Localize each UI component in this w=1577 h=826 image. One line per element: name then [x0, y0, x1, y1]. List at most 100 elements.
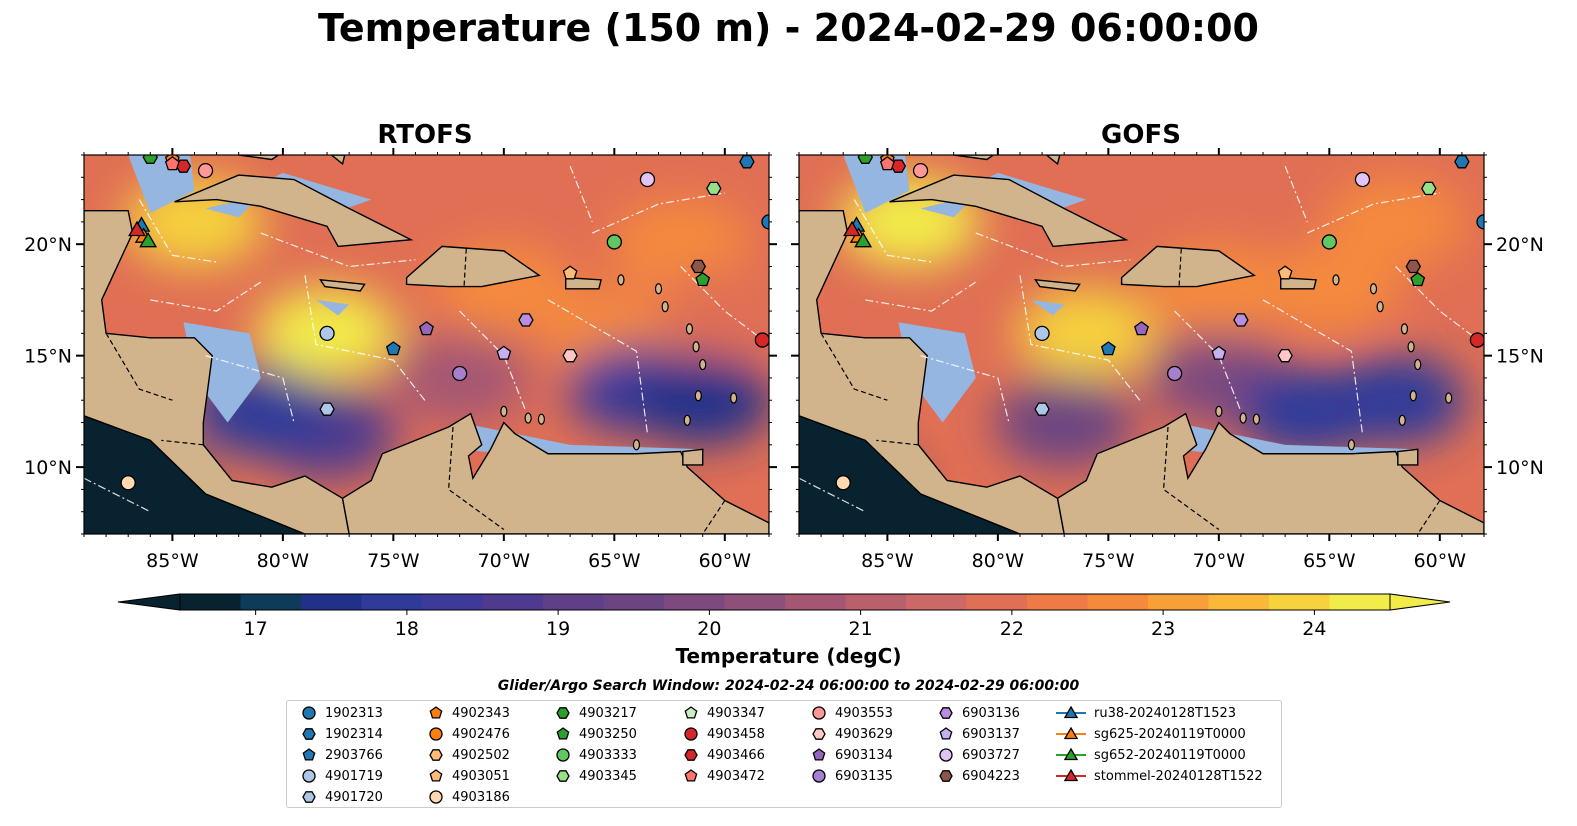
colorbar-segment — [845, 594, 907, 610]
legend-marker-circle — [684, 727, 698, 741]
legend-item: stommel-20240128T1522 — [1056, 766, 1263, 786]
legend-marker-hexagon — [812, 728, 826, 740]
legend-item: 4903250 — [555, 724, 637, 744]
land-mass — [682, 448, 704, 466]
land-mass — [405, 245, 541, 288]
land-mass — [1034, 279, 1081, 292]
legend-item: 1902314 — [301, 724, 383, 744]
x-tick-label: 65°W — [1303, 550, 1356, 572]
legend-marker-hexagon — [556, 707, 570, 719]
colorbar: 17 18 19 20 21 22 23 24 — [117, 593, 1451, 640]
x-tick-label: 80°W — [257, 550, 310, 572]
island — [1400, 323, 1409, 335]
legend-item: 4903458 — [683, 724, 765, 744]
legend-marker-triangle — [1063, 747, 1079, 761]
legend: 1902313 1902314 2903766 4901719 4901720 49023… — [286, 700, 1282, 808]
marker-4903333 — [606, 234, 622, 250]
country-border — [463, 248, 467, 287]
legend-marker-pentagon — [556, 727, 570, 740]
legend-label: 6903727 — [962, 747, 1020, 763]
colorbar-segment — [724, 594, 786, 610]
land-mass — [174, 174, 414, 248]
legend-label: sg652-20240119T0000 — [1094, 747, 1246, 763]
eez-boundary — [591, 192, 725, 234]
panel-title-rtofs: RTOFS — [377, 120, 473, 150]
legend-label: ru38-20240128T1523 — [1094, 705, 1237, 721]
legend-marker-pentagon — [429, 706, 443, 719]
legend-marker-hexagon — [302, 791, 316, 803]
country-border — [1178, 248, 1182, 287]
marker-2903766 — [1100, 341, 1116, 356]
land-mass — [1397, 448, 1419, 466]
marker-6903135 — [451, 365, 468, 382]
marker-1902314 — [1454, 155, 1470, 169]
legend-item: 6904223 — [938, 766, 1020, 786]
legend-item: sg625-20240119T0000 — [1056, 724, 1246, 744]
eez-boundary — [84, 477, 151, 513]
land-mass — [953, 155, 995, 161]
x-tick-label: 85°W — [146, 550, 199, 572]
country-border — [105, 333, 173, 401]
island — [1239, 412, 1247, 424]
legend-marker-pentagon — [684, 769, 698, 782]
island — [699, 358, 707, 371]
legend-marker-circle — [939, 748, 953, 762]
temp-blob — [1259, 243, 1400, 334]
colorbar-segment — [240, 594, 302, 610]
pacific-ocean — [84, 415, 305, 534]
legend-item: 4903466 — [683, 745, 765, 765]
colorbar-tick-label: 24 — [1302, 618, 1326, 640]
legend-label: 1902313 — [325, 705, 383, 721]
marker-4903472 — [879, 156, 895, 171]
colorbar-tick-label: 18 — [395, 618, 419, 640]
x-tick-label: 70°W — [1193, 550, 1246, 572]
marker-1902313 — [761, 214, 769, 230]
legend-label: 4903333 — [579, 747, 637, 763]
eez-boundary — [853, 199, 932, 263]
island — [1376, 301, 1384, 313]
marker-4903472 — [164, 156, 180, 171]
island — [1347, 439, 1356, 451]
legend-title: Glider/Argo Search Window: 2024-02-24 06… — [497, 678, 1080, 694]
eez-boundary — [205, 355, 295, 423]
island — [692, 341, 700, 353]
land-mass — [341, 412, 769, 534]
marker-6903137 — [1211, 345, 1227, 360]
marker-2903766 — [385, 341, 401, 356]
legend-item: 6903134 — [811, 745, 893, 765]
legend-label: 4903629 — [835, 726, 893, 742]
legend-marker-circle — [429, 790, 443, 804]
marker-6903136 — [1233, 313, 1249, 327]
island — [1252, 413, 1261, 425]
legend-item: 4903345 — [555, 766, 637, 786]
y-tick-label: 10°N — [24, 457, 72, 479]
map-frame — [83, 154, 770, 535]
eez-boundary — [920, 355, 1010, 423]
country-border — [702, 500, 726, 534]
legend-item: ru38-20240128T1523 — [1056, 703, 1236, 723]
land-mass — [84, 210, 350, 534]
island — [683, 414, 691, 426]
legend-item: 4901719 — [301, 766, 383, 786]
marker-6904223 — [690, 259, 707, 274]
marker-4901720 — [1034, 402, 1050, 416]
panel-title-gofs: GOFS — [1101, 120, 1181, 150]
legend-label: 4903345 — [579, 768, 637, 784]
y-tick-label: 15°N — [1496, 346, 1544, 368]
marker-4903458 — [754, 332, 769, 348]
island — [654, 283, 663, 295]
marker-6904223 — [1405, 259, 1422, 274]
island — [1414, 358, 1422, 371]
temp-blob — [994, 377, 1135, 468]
island — [537, 413, 546, 425]
marker-4901719 — [319, 325, 335, 342]
colorbar-tick-label: 21 — [849, 618, 873, 640]
temp-blob — [1325, 176, 1466, 267]
legend-marker-hexagon — [939, 707, 953, 719]
legend-label: 4901720 — [325, 789, 383, 805]
colorbar-segment — [1087, 594, 1149, 610]
island — [524, 412, 532, 424]
country-border — [1417, 500, 1441, 534]
legend-item: 4903347 — [683, 703, 765, 723]
colorbar-segment — [422, 594, 483, 610]
